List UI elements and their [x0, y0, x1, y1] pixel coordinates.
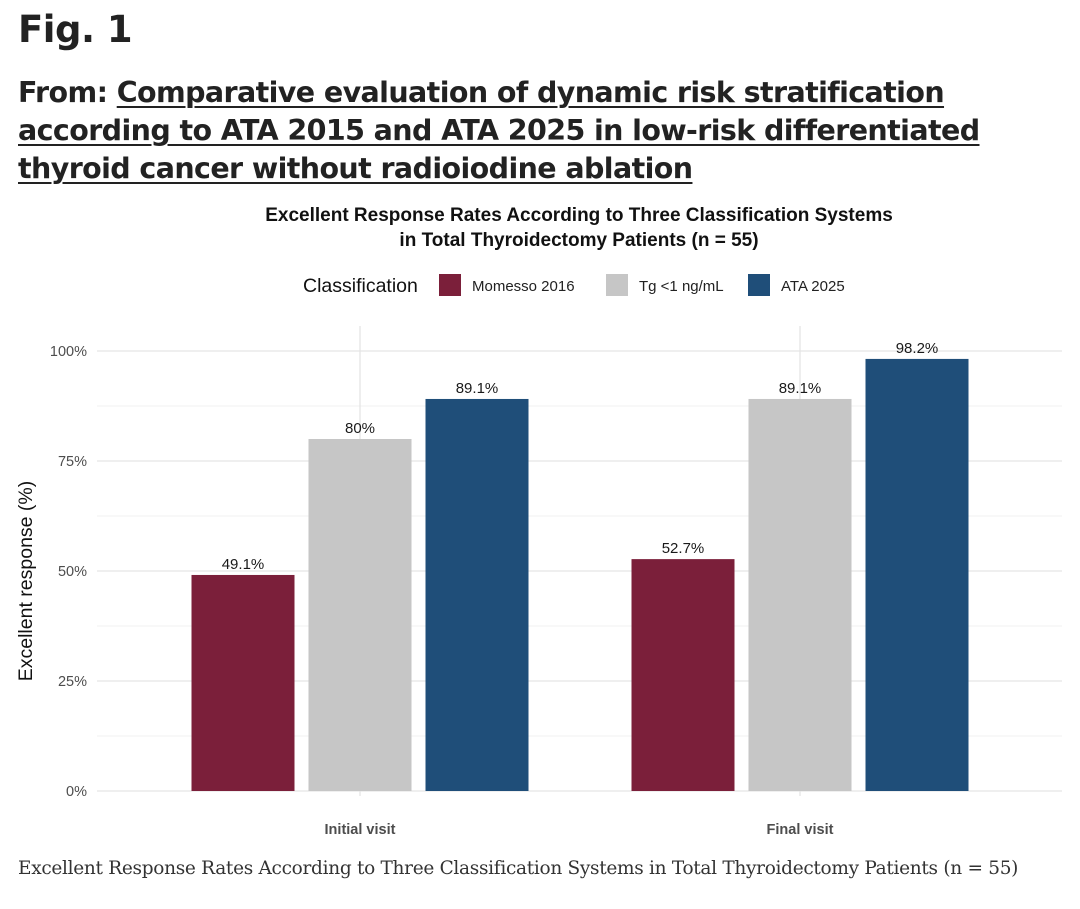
bar-tg-1-ng-ml-initial-visit [308, 439, 412, 791]
bar-value-label: 49.1% [222, 556, 265, 573]
y-tick-label: 0% [66, 784, 87, 800]
y-tick-label: 25% [58, 674, 87, 690]
legend-label: ATA 2025 [781, 278, 845, 295]
legend-swatch-2 [748, 274, 770, 296]
legend-label: Momesso 2016 [472, 278, 575, 295]
bar-momesso-2016-final-visit [631, 559, 735, 791]
bar-chart: Excellent Response Rates According to Th… [15, 205, 1062, 838]
legend-swatch-0 [439, 274, 461, 296]
bar-momesso-2016-initial-visit [191, 574, 295, 791]
chart-title-line: in Total Thyroidectomy Patients (n = 55) [399, 230, 758, 251]
bar-ata-2025-initial-visit [425, 398, 529, 791]
bar-value-label: 89.1% [456, 380, 499, 397]
x-tick-label: Final visit [767, 822, 834, 838]
y-axis-label: Excellent response (%) [15, 481, 37, 682]
y-tick-label: 75% [58, 454, 87, 470]
y-tick-label: 50% [58, 564, 87, 580]
figure-label: Fig. 1 [18, 8, 133, 51]
bar-value-label: 89.1% [779, 380, 822, 397]
y-tick-label: 100% [50, 344, 87, 360]
figure-caption: Excellent Response Rates According to Th… [18, 858, 1019, 879]
chart-title-line: Excellent Response Rates According to Th… [265, 205, 893, 226]
bar-tg-1-ng-ml-final-visit [748, 398, 852, 791]
legend-label: Tg <1 ng/mL [639, 278, 724, 295]
legend-title: Classification [303, 275, 418, 297]
bar-ata-2025-final-visit [865, 358, 969, 791]
x-tick-label: Initial visit [325, 822, 396, 838]
bar-value-label: 80% [345, 420, 375, 437]
figure-source: From: Comparative evaluation of dynamic … [18, 74, 1018, 188]
legend-swatch-1 [606, 274, 628, 296]
paper-title-link[interactable]: Comparative evaluation of dynamic risk s… [18, 76, 980, 185]
bar-value-label: 98.2% [896, 340, 939, 357]
bar-value-label: 52.7% [662, 540, 705, 557]
from-prefix: From: [18, 76, 117, 109]
